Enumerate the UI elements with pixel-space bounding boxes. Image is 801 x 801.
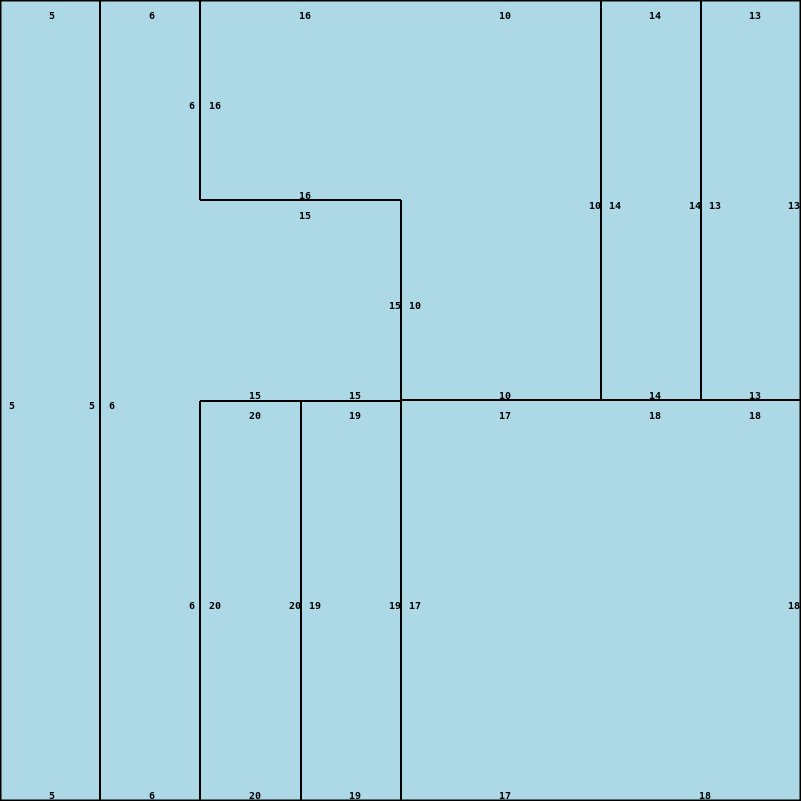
region-13-label-left: 13	[709, 201, 721, 212]
region-16-label-bottom: 16	[299, 191, 311, 202]
region-5-label-bottom: 5	[49, 791, 55, 801]
region-15-label-top: 15	[299, 211, 311, 222]
region-18-label-right: 18	[788, 601, 800, 612]
region-10-label-bottom: 10	[499, 391, 511, 402]
region-14-label-right: 14	[689, 201, 701, 212]
region-19-label-right: 19	[389, 601, 401, 612]
region-14-label-left: 14	[609, 201, 621, 212]
region-20-label-left: 20	[209, 601, 221, 612]
region-17-label-left: 17	[409, 601, 421, 612]
region-15-label-bottom-left: 15	[249, 391, 261, 402]
region-16-label-left: 16	[209, 101, 221, 112]
region-5-label-top: 5	[49, 11, 55, 22]
region-6-label-right-lower: 6	[189, 601, 195, 612]
region-13-label-bottom: 13	[749, 391, 761, 402]
region-14-label-bottom: 14	[649, 391, 661, 402]
region-6-label-right-upper: 6	[189, 101, 195, 112]
region-10-label-left: 10	[409, 301, 421, 312]
region-10-label-right: 10	[589, 201, 601, 212]
region-6-label-top: 6	[149, 11, 155, 22]
region-15-label-right: 15	[389, 301, 401, 312]
region-5-label-right: 5	[89, 401, 95, 412]
region-13-label-right: 13	[788, 201, 800, 212]
region-14-label-top: 14	[649, 11, 661, 22]
region-19-label-left: 19	[309, 601, 321, 612]
region-6-label-left: 6	[109, 401, 115, 412]
region-17-label-bottom: 17	[499, 791, 511, 801]
region-18-label-top-right: 18	[749, 411, 761, 422]
region-6-label-bottom: 6	[149, 791, 155, 801]
region-13-label-top: 13	[749, 11, 761, 22]
region-18-label-bottom: 18	[699, 791, 711, 801]
region-19-label-top: 19	[349, 411, 361, 422]
region-15-label-bottom-right: 15	[349, 391, 361, 402]
region-16-label-top: 16	[299, 11, 311, 22]
region-20-label-right: 20	[289, 601, 301, 612]
region-19-label-bottom: 19	[349, 791, 361, 801]
region-17-label-top: 17	[499, 411, 511, 422]
region-5-label-left: 5	[9, 401, 15, 412]
region-20-label-top: 20	[249, 411, 261, 422]
region-20-label-bottom: 20	[249, 791, 261, 801]
region-10-label-top: 10	[499, 11, 511, 22]
region-18-label-top-left: 18	[649, 411, 661, 422]
